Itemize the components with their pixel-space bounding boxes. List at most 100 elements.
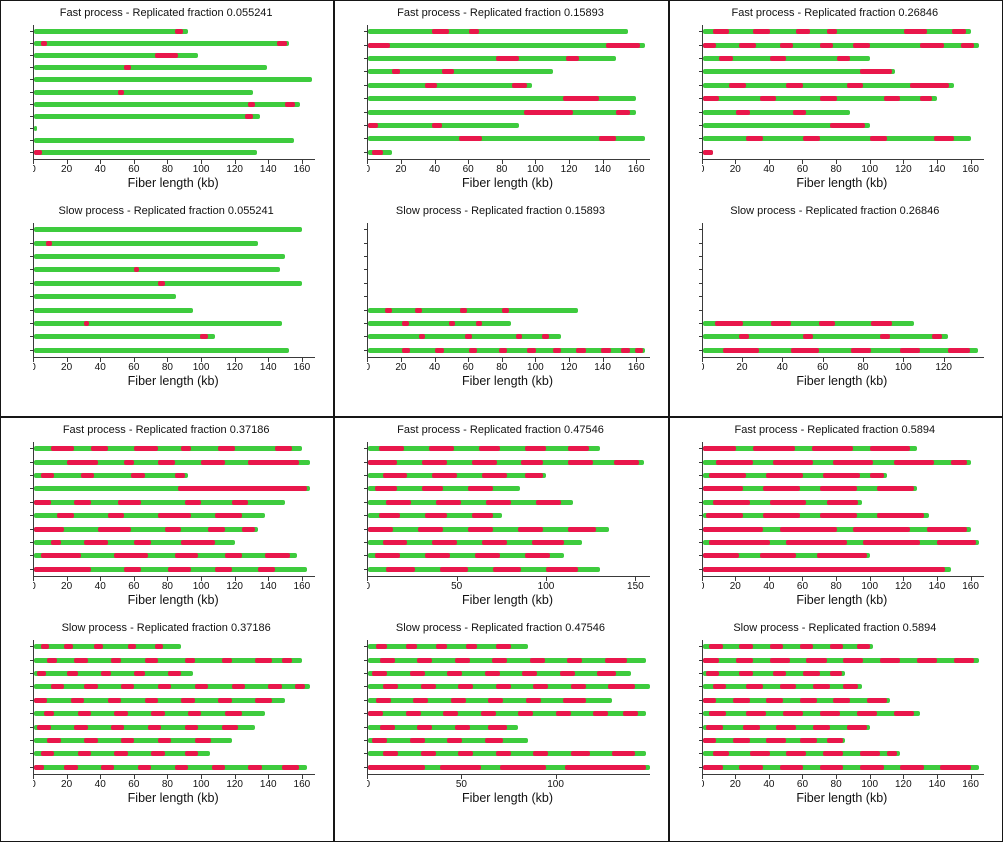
replicated-segment xyxy=(570,684,586,690)
y-tick xyxy=(364,568,369,570)
y-tick xyxy=(30,115,34,117)
y-tick xyxy=(30,229,34,231)
replicated-segment xyxy=(372,738,388,743)
y-tick xyxy=(364,713,369,715)
replicated-segment xyxy=(117,89,125,95)
x-axis-label: Fiber length (kb) xyxy=(796,374,888,388)
x-tick-label: 120 xyxy=(226,581,243,592)
y-tick xyxy=(698,242,703,244)
fiber-bar xyxy=(702,321,914,326)
chart-title: Fast process - Replicated fraction 0.589… xyxy=(734,424,936,436)
replicated-segment xyxy=(184,724,199,730)
x-tick xyxy=(802,577,804,581)
x-tick xyxy=(201,160,203,164)
chart-title: Slow process - Replicated fraction 0.268… xyxy=(730,205,940,217)
x-tick xyxy=(636,160,638,164)
x-tick xyxy=(701,775,703,779)
replicated-segment xyxy=(420,684,436,690)
x-tick xyxy=(301,358,303,362)
x-tick xyxy=(602,160,604,164)
x-tick xyxy=(434,358,436,362)
y-tick xyxy=(364,542,369,543)
x-tick xyxy=(701,160,703,164)
fiber-bar xyxy=(368,96,637,102)
replicated-segment xyxy=(860,764,884,770)
bottom-block: Fast process - Replicated fraction 0.371… xyxy=(0,417,1003,842)
fiber-bar xyxy=(368,553,565,559)
y-tick xyxy=(30,256,34,257)
x-tick-label: 0 xyxy=(367,581,370,592)
x-tick-label: 120 xyxy=(894,581,912,592)
replicated-segment xyxy=(368,526,394,532)
replicated-segment xyxy=(428,446,454,452)
x-tick-label: 60 xyxy=(128,164,140,175)
replicated-segment xyxy=(74,657,88,663)
x-tick xyxy=(970,160,972,164)
y-tick xyxy=(698,726,703,728)
y-tick xyxy=(364,71,369,73)
replicated-segment xyxy=(766,473,804,478)
slow-chart-2: Slow process - Replicated fraction 0.158… xyxy=(341,202,659,390)
replicated-segment xyxy=(702,566,946,572)
replicated-segment xyxy=(816,553,867,559)
x-axis-ticks: 0 20 40 60 80 100 120 140 160 xyxy=(33,160,315,176)
x-tick xyxy=(768,775,770,779)
y-tick xyxy=(30,488,34,490)
replicated-segment xyxy=(100,671,112,676)
chart-title: Slow process - Replicated fraction 0.475… xyxy=(395,622,606,634)
replicated-segment xyxy=(421,486,444,492)
fiber-bar xyxy=(34,526,259,532)
replicated-segment xyxy=(439,764,481,770)
y-tick xyxy=(364,151,369,153)
x-tick-label: 20 xyxy=(729,779,741,790)
x-tick xyxy=(461,775,463,779)
x-tick-label: 120 xyxy=(560,164,578,175)
replicated-segment xyxy=(749,751,770,757)
fiber-bar xyxy=(34,553,297,559)
x-axis-ticks: 0 50 100 150 xyxy=(367,577,649,593)
y-tick xyxy=(30,54,34,56)
y-tick xyxy=(364,282,369,284)
replicated-segment xyxy=(793,109,807,115)
replicated-segment xyxy=(492,566,522,572)
x-tick-label: 120 xyxy=(894,779,912,790)
y-tick xyxy=(698,659,703,661)
replicated-segment xyxy=(518,711,534,717)
replicated-segment xyxy=(772,459,814,465)
x-tick-label: 120 xyxy=(226,779,243,790)
replicated-segment xyxy=(465,644,478,650)
replicated-segment xyxy=(729,82,747,88)
replicated-segment xyxy=(766,738,787,743)
replicated-segment xyxy=(819,764,844,770)
y-tick xyxy=(698,336,703,338)
replicated-segment xyxy=(157,513,192,519)
x-tick-label: 0 xyxy=(33,779,36,790)
x-tick-label: 160 xyxy=(627,362,645,373)
x-tick xyxy=(268,775,270,779)
fiber-bar xyxy=(368,711,646,717)
y-tick xyxy=(698,542,703,543)
replicated-segment xyxy=(157,459,175,465)
replicated-segment xyxy=(447,671,463,676)
replicated-segment xyxy=(567,526,597,532)
replicated-segment xyxy=(40,751,55,757)
plot-area xyxy=(698,25,984,160)
x-tick-label: 40 xyxy=(776,362,788,373)
x-tick xyxy=(133,160,135,164)
replicated-segment xyxy=(746,711,767,717)
x-tick-label: 80 xyxy=(161,779,173,790)
replicated-segment xyxy=(732,738,750,743)
x-tick-label: 120 xyxy=(935,362,952,373)
x-tick xyxy=(367,775,369,779)
y-tick xyxy=(30,753,34,755)
fiber-bar xyxy=(34,657,302,663)
y-tick xyxy=(30,140,34,142)
fiber-bar xyxy=(34,267,281,273)
x-tick-label: 80 xyxy=(496,362,508,373)
replicated-segment xyxy=(709,473,747,478)
replicated-segment xyxy=(803,136,820,142)
replicated-segment xyxy=(702,697,717,703)
x-tick-label: 100 xyxy=(527,362,544,373)
fiber-bar xyxy=(702,657,979,663)
x-tick-label: 80 xyxy=(161,164,173,175)
